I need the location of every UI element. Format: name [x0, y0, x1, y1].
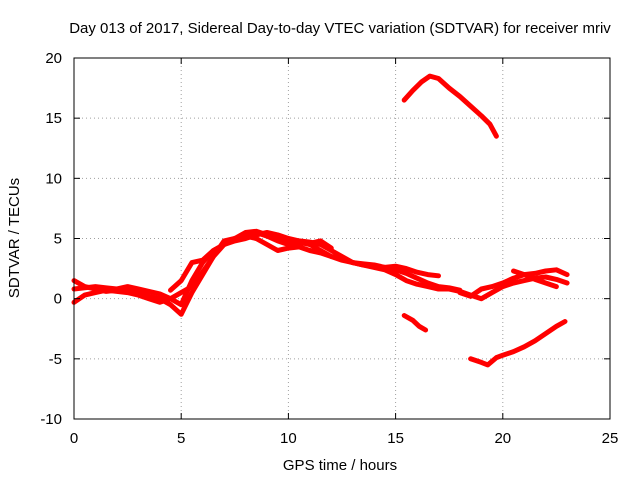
series-group	[71, 73, 570, 368]
x-tick-label: 0	[70, 430, 78, 447]
series-line-arc-6	[511, 268, 559, 290]
x-tick-label: 15	[387, 430, 404, 447]
x-axis-label: GPS time / hours	[283, 457, 397, 474]
chart-title: Day 013 of 2017, Sidereal Day-to-day VTE…	[69, 20, 611, 37]
x-tick-label: 20	[494, 430, 511, 447]
y-tick-label: 10	[45, 170, 62, 187]
series-line-arc-8	[401, 313, 429, 333]
axis-ticks: 0 5 10 15 20 25 -10 -5 0 5 10 15 20	[40, 50, 618, 447]
y-tick-label: -10	[40, 411, 62, 428]
series-line-arc-5	[457, 267, 570, 299]
y-tick-label: 15	[45, 110, 62, 127]
series-line-arc-4	[168, 230, 463, 293]
y-tick-label: 0	[54, 291, 62, 308]
y-tick-label: 5	[54, 231, 62, 248]
y-axis-label: SDTVAR / TECUs	[6, 178, 23, 298]
x-tick-label: 10	[280, 430, 297, 447]
y-tick-label: -5	[49, 351, 62, 368]
x-tick-label: 25	[602, 430, 619, 447]
series-line-arc-3	[71, 233, 570, 305]
x-tick-label: 5	[177, 430, 185, 447]
y-tick-label: 20	[45, 50, 62, 67]
series-line-arc-7	[401, 73, 499, 139]
series-line-arc-1	[71, 230, 441, 317]
series-line-arc-9	[468, 319, 568, 368]
grid-lines	[74, 58, 610, 419]
